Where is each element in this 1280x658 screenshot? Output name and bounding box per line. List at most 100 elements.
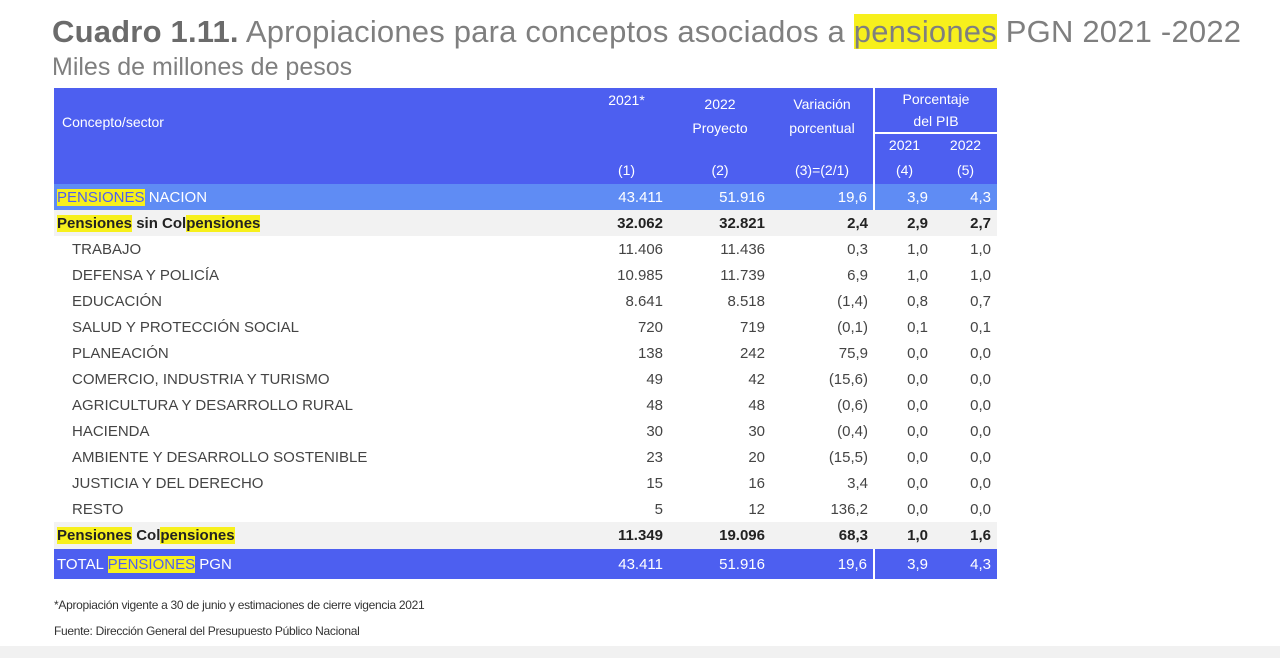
table-row: RESTO 5 12 136,2 0,0 0,0 (54, 496, 997, 522)
cell-v3: (0,4) (771, 418, 874, 444)
cell-v2: 32.821 (669, 210, 771, 236)
cell-v5: 0,0 (934, 418, 997, 444)
cell-v3: (0,6) (771, 392, 874, 418)
row-label: TOTAL PENSIONES PGN (54, 549, 584, 579)
table-row: EDUCACIÓN 8.641 8.518 (1,4) 0,8 0,7 (54, 288, 997, 314)
cell-v1: 138 (584, 340, 669, 366)
cell-v2: 719 (669, 314, 771, 340)
cell-v2: 30 (669, 418, 771, 444)
title-text-before: Apropiaciones para conceptos asociados a (238, 14, 854, 49)
cell-v3: 3,4 (771, 470, 874, 496)
header-concepto: Concepto/sector (54, 88, 584, 156)
cell-v4: 0,0 (874, 444, 934, 470)
cell-v1: 43.411 (584, 549, 669, 579)
row-label: HACIENDA (54, 418, 584, 444)
row-label: Pensiones sin Colpensiones (54, 210, 584, 236)
header-col2: 2022 Proyecto (669, 88, 771, 156)
row-label: TRABAJO (54, 236, 584, 262)
cell-v5: 0,0 (934, 340, 997, 366)
header-col1: 2021* (584, 88, 669, 156)
table-row: AMBIENTE Y DESARROLLO SOSTENIBLE 23 20 (15,… (54, 444, 997, 470)
title-number: Cuadro 1.11. (52, 14, 239, 49)
header-year-2022: 2022 (934, 133, 997, 156)
header-row-1: Concepto/sector 2021* 2022 Proyecto Varia… (54, 88, 997, 156)
table-row: SALUD Y PROTECCIÓN SOCIAL 720 719 (0,1) 0,1 0… (54, 314, 997, 340)
header-col2-bot: Proyecto (692, 120, 748, 136)
cell-v5: 0,0 (934, 366, 997, 392)
label-rest: NACION (144, 188, 208, 206)
cell-v2: 242 (669, 340, 771, 366)
cell-v2: 19.096 (669, 522, 771, 549)
cell-v4: 1,0 (874, 262, 934, 288)
cell-v3: 19,6 (771, 549, 874, 579)
table-row: HACIENDA 30 30 (0,4) 0,0 0,0 (54, 418, 997, 444)
cell-v1: 720 (584, 314, 669, 340)
cell-v4: 0,0 (874, 366, 934, 392)
cell-v5: 0,0 (934, 444, 997, 470)
pensions-table: Concepto/sector 2021* 2022 Proyecto Varia… (54, 88, 997, 579)
cell-v3: (0,1) (771, 314, 874, 340)
header-n5: (5) (934, 156, 997, 184)
label-highlight: PENSIONES (107, 555, 196, 573)
row-label: AGRICULTURA Y DESARROLLO RURAL (54, 392, 584, 418)
cell-v1: 30 (584, 418, 669, 444)
cell-v5: 4,3 (934, 549, 997, 579)
cell-v4: 1,0 (874, 522, 934, 549)
cell-v4: 0,0 (874, 392, 934, 418)
cell-v5: 4,3 (934, 184, 997, 210)
cell-v5: 1,0 (934, 262, 997, 288)
title-text-after: PGN 2021 -2022 (996, 14, 1242, 49)
cell-v1: 11.406 (584, 236, 669, 262)
cell-v2: 12 (669, 496, 771, 522)
cell-v2: 48 (669, 392, 771, 418)
cell-v3: 0,3 (771, 236, 874, 262)
header-row-3: (1) (2) (3)=(2/1) (4) (5) (54, 156, 997, 184)
cell-v2: 8.518 (669, 288, 771, 314)
label-highlight-1: Pensiones (57, 527, 133, 544)
row-label: Pensiones Colpensiones (54, 522, 584, 549)
row-label: SALUD Y PROTECCIÓN SOCIAL (54, 314, 584, 340)
cell-v2: 16 (669, 470, 771, 496)
cell-v2: 51.916 (669, 549, 771, 579)
cell-v4: 0,0 (874, 418, 934, 444)
cell-v1: 8.641 (584, 288, 669, 314)
cell-v3: 6,9 (771, 262, 874, 288)
row-label: COMERCIO, INDUSTRIA Y TURISMO (54, 366, 584, 392)
table-row: PLANEACIÓN 138 242 75,9 0,0 0,0 (54, 340, 997, 366)
cell-v2: 20 (669, 444, 771, 470)
cell-v5: 0,1 (934, 314, 997, 340)
table-title: Cuadro 1.11. Apropiaciones para concepto… (52, 14, 1241, 50)
cell-v4: 0,0 (874, 496, 934, 522)
label-mid: Col (132, 527, 161, 544)
cell-v2: 51.916 (669, 184, 771, 210)
cell-v3: 2,4 (771, 210, 874, 236)
cell-v5: 0,0 (934, 470, 997, 496)
source-note: Fuente: Dirección General del Presupuest… (54, 624, 360, 638)
cell-v4: 3,9 (873, 549, 934, 579)
cell-v3: (15,5) (771, 444, 874, 470)
label-mid: sin Col (132, 214, 187, 232)
cell-v3: (15,6) (771, 366, 874, 392)
header-n1: (1) (584, 156, 669, 184)
row-total-pensiones: TOTAL PENSIONES PGN 43.411 51.916 19,6 3… (54, 549, 997, 579)
cell-v3: 19,6 (771, 184, 874, 210)
table-row: COMERCIO, INDUSTRIA Y TURISMO 49 42 (15,6) 0… (54, 366, 997, 392)
cell-v1: 43.411 (584, 184, 669, 210)
header-col3: Variación porcentual (771, 88, 874, 156)
cell-v4: 0,0 (874, 340, 934, 366)
cell-v1: 11.349 (584, 522, 669, 549)
table-row: TRABAJO 11.406 11.436 0,3 1,0 1,0 (54, 236, 997, 262)
cell-v4: 2,9 (874, 210, 934, 236)
row-pensiones-colpensiones: Pensiones Colpensiones 11.349 19.096 68,… (54, 522, 997, 549)
table-subtitle: Miles de millones de pesos (52, 53, 353, 81)
cell-v5: 2,7 (934, 210, 997, 236)
cell-v2: 11.739 (669, 262, 771, 288)
label-highlight-2: pensiones (160, 527, 235, 544)
row-pensiones-sin-colpensiones: Pensiones sin Colpensiones 32.062 32.821… (54, 210, 997, 236)
row-label: PENSIONES NACION (54, 184, 584, 210)
label-post: PGN (195, 555, 232, 573)
cell-v4: 0,8 (874, 288, 934, 314)
header-pct-top: Porcentaje (902, 91, 970, 107)
cell-v2: 42 (669, 366, 771, 392)
label-highlight-1: Pensiones (57, 214, 133, 232)
